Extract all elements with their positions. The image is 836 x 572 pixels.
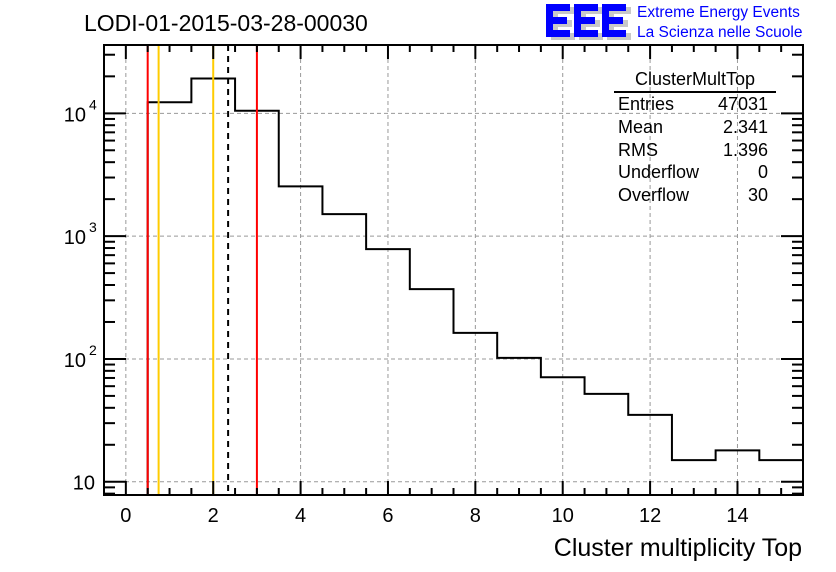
y-tick-exponent: 2 <box>89 342 97 358</box>
x-axis-label: Cluster multiplicity Top <box>553 534 802 562</box>
stats-row-mean: Mean 2.341 <box>614 116 776 139</box>
y-tick-label: 10 <box>64 350 86 372</box>
y-tick-label: 10 <box>64 104 86 126</box>
histogram-bin <box>541 377 585 495</box>
x-tick-label: 8 <box>470 505 481 527</box>
y-tick-exponent: 3 <box>89 219 97 235</box>
stats-value: 47031 <box>717 94 768 114</box>
logo-letter-e <box>602 4 626 37</box>
logo-letter-e <box>546 4 570 37</box>
stats-value: 2.341 <box>722 116 768 137</box>
x-tick-label: 12 <box>639 505 661 527</box>
stats-label: RMS <box>618 139 658 160</box>
x-tick-label: 2 <box>208 505 219 527</box>
logo-letter-e <box>574 4 598 37</box>
chart-title: LODI-01-2015-03-28-00030 <box>84 10 368 36</box>
stats-label: Mean <box>618 116 664 137</box>
histogram-bin <box>497 358 541 495</box>
y-tick-label: 10 <box>64 227 86 249</box>
eee-logo <box>546 4 631 40</box>
histogram-bin <box>322 214 366 495</box>
histogram-bin <box>279 186 323 495</box>
logo-text: Extreme Energy Events La Scienza nelle S… <box>637 3 802 43</box>
x-tick-label: 10 <box>552 505 574 527</box>
y-tick-label: 10 <box>73 473 95 495</box>
histogram-bin <box>410 289 454 495</box>
stats-label: Entries <box>618 94 675 114</box>
stats-row-overflow: Overflow 30 <box>614 184 776 207</box>
stats-box: ClusterMultTop Entries 47031 Mean 2.341 RM… <box>614 68 776 207</box>
x-tick-label: 14 <box>726 505 748 527</box>
stats-label: Underflow <box>618 162 700 183</box>
logo-line1: Extreme Energy Events <box>637 4 800 21</box>
histogram-bin <box>148 102 192 495</box>
stats-value: 1.396 <box>722 139 768 160</box>
stats-value: 30 <box>747 185 768 206</box>
x-tick-label: 0 <box>120 505 131 527</box>
stats-row-underflow: Underflow 0 <box>614 161 776 184</box>
histogram-line <box>146 77 803 495</box>
stats-title: ClusterMultTop <box>614 68 776 93</box>
histogram-bin <box>454 333 498 495</box>
stats-value: 0 <box>757 162 768 183</box>
histogram-bin <box>585 394 629 495</box>
logo-line2: La Scienza nelle Scuole <box>637 24 803 41</box>
stats-row-entries: Entries 47031 <box>614 93 776 116</box>
x-tick-label: 4 <box>295 505 306 527</box>
x-tick-label: 6 <box>382 505 393 527</box>
histogram-bin <box>366 249 410 495</box>
stats-label: Overflow <box>618 185 690 206</box>
y-tick-exponent: 4 <box>89 96 97 112</box>
stats-row-rms: RMS 1.396 <box>614 139 776 162</box>
